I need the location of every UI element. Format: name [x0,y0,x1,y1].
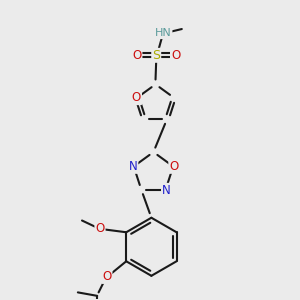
Text: N: N [129,160,137,173]
Text: O: O [132,91,141,104]
Text: N: N [162,184,171,197]
Text: HN: HN [155,28,172,38]
Text: O: O [95,222,105,235]
Text: O: O [132,49,142,62]
Text: O: O [169,160,178,173]
Text: S: S [152,49,160,62]
Text: O: O [171,49,180,62]
Text: O: O [102,270,112,283]
